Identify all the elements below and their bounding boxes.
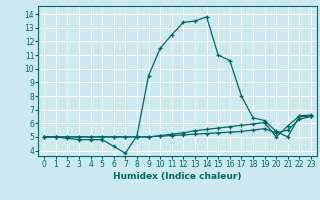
X-axis label: Humidex (Indice chaleur): Humidex (Indice chaleur) [113,172,242,181]
